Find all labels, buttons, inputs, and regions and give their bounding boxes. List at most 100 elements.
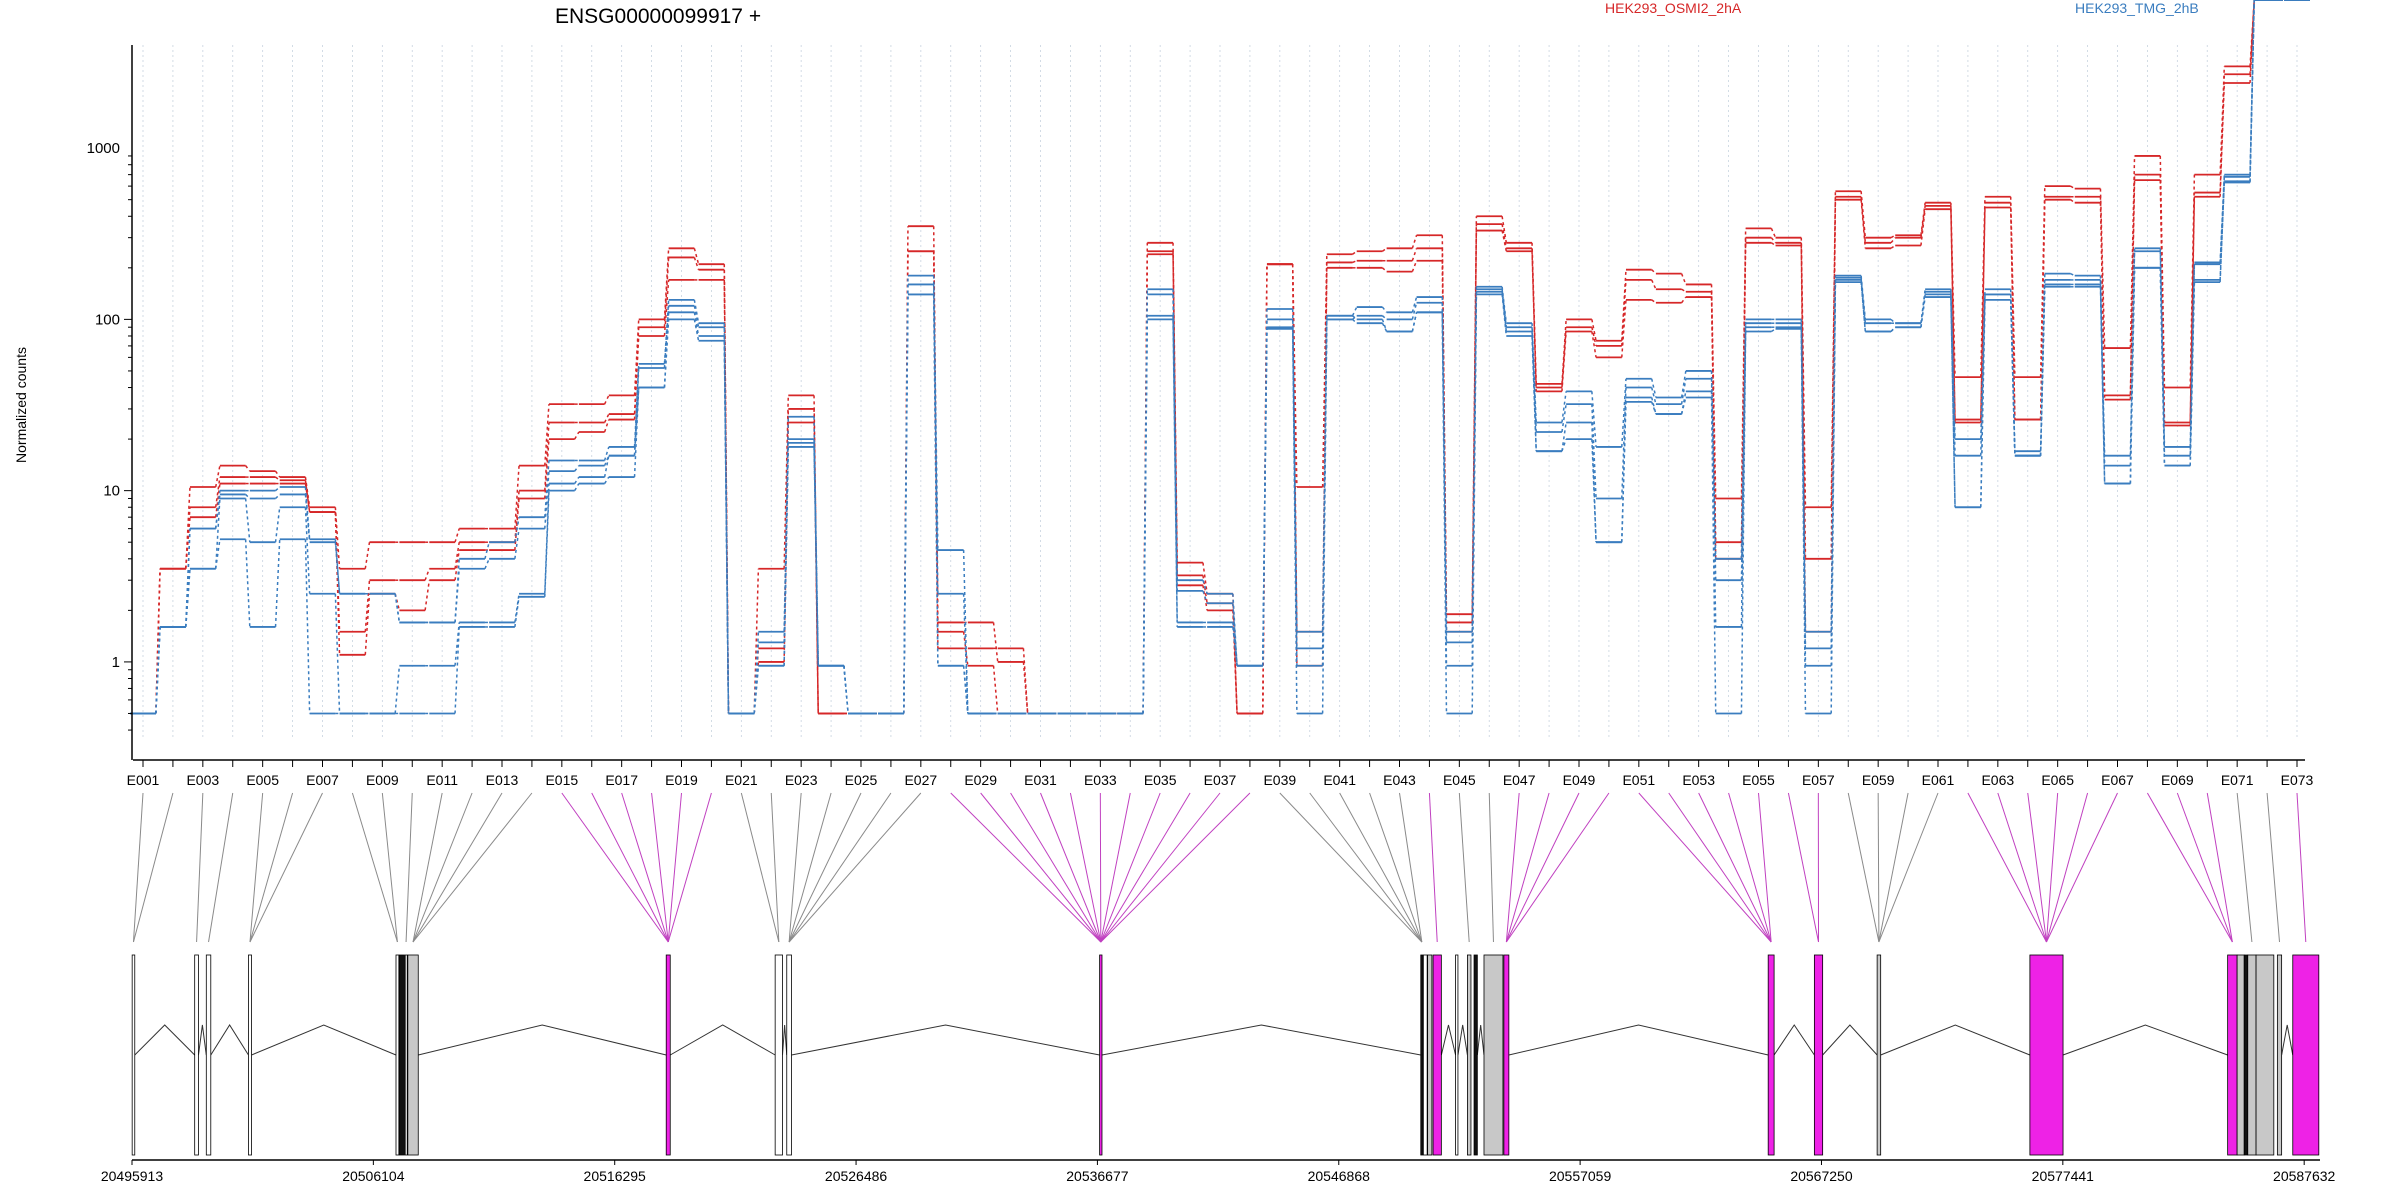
exon-connector <box>1428 792 1438 943</box>
exon-block <box>1483 954 1504 1156</box>
series-connector <box>1591 422 1597 543</box>
exon-connector <box>1399 792 1423 943</box>
series-connector <box>1441 312 1448 714</box>
series-connector <box>1561 422 1567 452</box>
exon-block <box>1427 954 1433 1156</box>
exon-tick-label: E051 <box>1622 772 1655 788</box>
series-connector <box>1650 387 1657 405</box>
series-connector <box>1621 299 1627 358</box>
exon-connector <box>788 792 862 943</box>
exon-connector <box>1668 792 1772 943</box>
series-connector <box>454 568 460 623</box>
series-connector <box>2189 282 2196 466</box>
series-connector <box>2039 286 2046 456</box>
series-connector <box>1680 378 1687 405</box>
exon-connector <box>2146 792 2233 943</box>
series-connector <box>1411 234 1418 249</box>
series-connector <box>1890 326 1896 332</box>
y-tick-label: 10 <box>103 483 120 500</box>
exon-tick-label: E013 <box>486 772 519 788</box>
series-connector <box>245 465 251 472</box>
series-connector <box>992 665 999 714</box>
exon-connector <box>980 792 1102 943</box>
series-connector <box>2099 202 2106 400</box>
exon-block <box>2227 954 2238 1156</box>
exon-tick-label: E061 <box>1922 772 1955 788</box>
series-connector <box>1710 397 1717 714</box>
intron-line <box>2062 1024 2228 1056</box>
series-connector <box>1381 315 1388 320</box>
exon-connector <box>2027 792 2047 943</box>
series-connector <box>843 665 849 714</box>
y-tick-label: 1 <box>112 654 120 671</box>
series-connector <box>364 542 371 569</box>
exon-connector <box>196 792 204 943</box>
series-connector <box>1920 296 1926 328</box>
series-connector <box>2249 0 2255 183</box>
series-connector <box>1411 296 1418 313</box>
series-connector <box>1920 209 1926 246</box>
series-connector <box>544 404 550 466</box>
exon-tick-label: E019 <box>665 772 698 788</box>
exon-block <box>774 954 783 1156</box>
exon-connector <box>788 792 832 943</box>
series-connector <box>1770 242 1776 247</box>
exon-connector <box>591 792 669 943</box>
exon-block <box>1767 954 1775 1156</box>
series-connector <box>185 517 191 569</box>
exon-connector <box>621 792 669 943</box>
series-connector <box>2099 286 2106 484</box>
series-connector <box>514 517 520 543</box>
series-connector <box>1770 237 1777 244</box>
series-connector <box>2129 180 2136 400</box>
series-connector <box>693 305 700 328</box>
series-connector <box>514 528 520 559</box>
series-connector <box>214 465 221 488</box>
series-connector <box>1501 216 1508 243</box>
exon-connector <box>788 792 922 943</box>
series-connector <box>1291 328 1298 714</box>
series-connector <box>693 248 700 265</box>
exon-connector <box>132 792 144 943</box>
series-connector <box>1471 294 1478 714</box>
exon-connector <box>1847 792 1880 943</box>
series-connector <box>1681 288 1687 293</box>
series-group <box>130 0 2310 715</box>
exon-connector <box>1309 792 1423 943</box>
genomic-coordinate-label: 20577441 <box>2032 1168 2095 1184</box>
exon-connector <box>1878 792 1909 943</box>
series-connector <box>155 626 161 714</box>
series-connector <box>274 507 281 543</box>
exon-connector <box>561 792 669 943</box>
genomic-coordinate-label: 20567250 <box>1790 1168 1853 1184</box>
series-connector <box>1621 387 1627 499</box>
exon-connector <box>132 792 174 943</box>
exon-block <box>2247 954 2257 1156</box>
exon-connector <box>1878 792 1939 943</box>
y-tick-label: 100 <box>95 311 120 328</box>
exon-connector <box>667 792 682 943</box>
series-connector <box>2129 248 2136 456</box>
y-axis: 1 10 100 1000 <box>87 45 133 760</box>
exon-connector <box>249 792 323 943</box>
exon-tick-label: E059 <box>1862 772 1895 788</box>
exon-connector <box>351 792 398 943</box>
series-connector <box>1770 328 1776 333</box>
series-connector <box>454 542 460 569</box>
series-connector <box>1441 302 1448 643</box>
series-connector <box>1621 269 1627 341</box>
exon-tick-label: E009 <box>366 772 399 788</box>
series-connector <box>603 476 610 484</box>
series-connector <box>1651 269 1657 275</box>
series-connector <box>1501 294 1508 337</box>
series-connector <box>1411 248 1418 261</box>
exon-connector <box>1339 792 1423 943</box>
series-connector <box>813 446 819 666</box>
intron-line <box>1822 1024 1878 1056</box>
series-connector <box>1650 401 1657 415</box>
exon-block <box>786 954 792 1156</box>
intron-line <box>1101 1024 1421 1056</box>
series-connector <box>1591 391 1597 447</box>
genomic-coordinate-label: 20506104 <box>342 1168 405 1184</box>
exon-tick-label: E039 <box>1263 772 1296 788</box>
